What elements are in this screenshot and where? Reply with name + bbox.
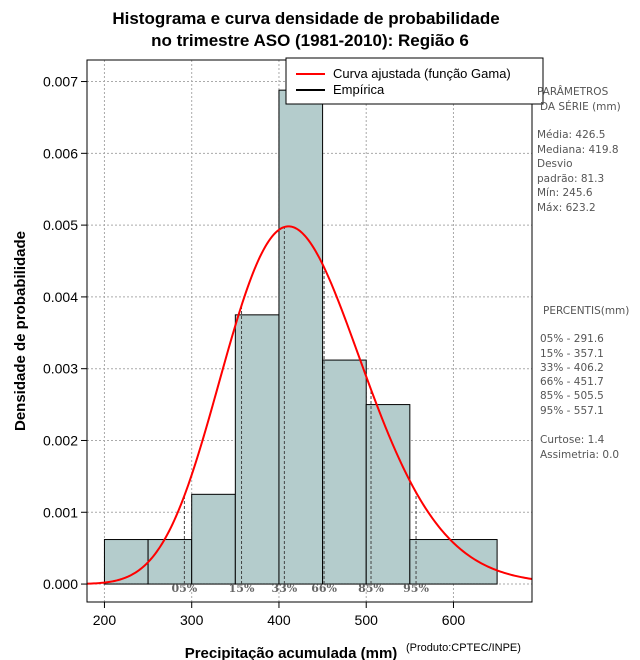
- legend: Curva ajustada (função Gama) Empírica: [285, 57, 544, 105]
- y-tick-label-5: 0.005: [43, 217, 78, 233]
- percentile-label-95: 95%: [403, 582, 429, 595]
- histogram-bar-7: [409, 539, 498, 585]
- percentil-95: 95% - 557.1: [540, 405, 604, 417]
- histogram-bar-2: [191, 493, 236, 585]
- percentile-label-33: 33%: [271, 582, 297, 595]
- chart-title-line-2: no trimestre ASO (1981-2010): Região 6: [151, 31, 469, 50]
- x-tick-label-3: 500: [355, 612, 379, 628]
- side-panel: PARÂMETROS DA SÉRIE (mm) Média: 426.5 Me…: [537, 85, 629, 461]
- stat-skewness: Assimetria: 0.0: [540, 449, 619, 461]
- params-title-1: PARÂMETROS: [537, 85, 609, 98]
- x-tick-label-0: 200: [93, 612, 117, 628]
- percentile-label-85: 85%: [358, 582, 384, 595]
- param-median: Mediana: 419.8: [537, 144, 619, 156]
- percentile-label-66: 66%: [311, 582, 337, 595]
- x-tick-label-4: 600: [442, 612, 466, 628]
- param-mean: Média: 426.5: [537, 129, 605, 141]
- legend-entry-empirical: Empírica: [333, 82, 385, 97]
- histogram-bar-1: [147, 539, 193, 585]
- x-tick-label-2: 400: [267, 612, 291, 628]
- params-title-2: DA SÉRIE (mm): [540, 100, 621, 113]
- percentil-15: 15% - 357.1: [540, 348, 604, 360]
- y-tick-label-7: 0.007: [43, 74, 78, 90]
- y-tick-label-0: 0.000: [43, 576, 78, 592]
- x-axis-label: Precipitação acumulada (mm): [185, 645, 398, 660]
- param-sd-label: Desvio: [537, 158, 573, 170]
- percentil-05: 05% - 291.6: [540, 333, 604, 345]
- histogram-bar-3: [234, 314, 280, 585]
- percentile-label-05: 05%: [171, 582, 197, 595]
- percentil-66: 66% - 451.7: [540, 376, 604, 388]
- histogram-bar-4: [278, 89, 324, 585]
- chart-title-line-1: Histograma e curva densidade de probabil…: [112, 9, 499, 28]
- legend-entry-fitted: Curva ajustada (função Gama): [333, 66, 511, 81]
- param-sd: padrão: 81.3: [537, 173, 604, 185]
- y-tick-label-1: 0.001: [43, 504, 78, 520]
- param-max: Máx: 623.2: [537, 202, 596, 214]
- percentile-label-15: 15%: [229, 582, 255, 595]
- y-tick-label-4: 0.004: [43, 289, 78, 305]
- param-min: Mín: 245.6: [537, 187, 593, 199]
- x-tick-label-1: 300: [180, 612, 204, 628]
- y-tick-label-2: 0.002: [43, 432, 78, 448]
- y-axis-label: Densidade de probabilidade: [12, 231, 29, 431]
- legend-box: [285, 57, 544, 105]
- histogram-bar-5: [322, 359, 367, 585]
- y-tick-label-6: 0.006: [43, 145, 78, 161]
- percentis-title: PERCENTIS(mm): [543, 305, 629, 317]
- fitted-gamma-curve: [86, 225, 533, 585]
- percentil-85: 85% - 505.5: [540, 390, 604, 402]
- credit-label: (Produto:CPTEC/INPE): [406, 642, 521, 654]
- y-tick-label-3: 0.003: [43, 361, 78, 377]
- percentil-33: 33% - 406.2: [540, 362, 604, 374]
- stat-kurtosis: Curtose: 1.4: [540, 434, 605, 446]
